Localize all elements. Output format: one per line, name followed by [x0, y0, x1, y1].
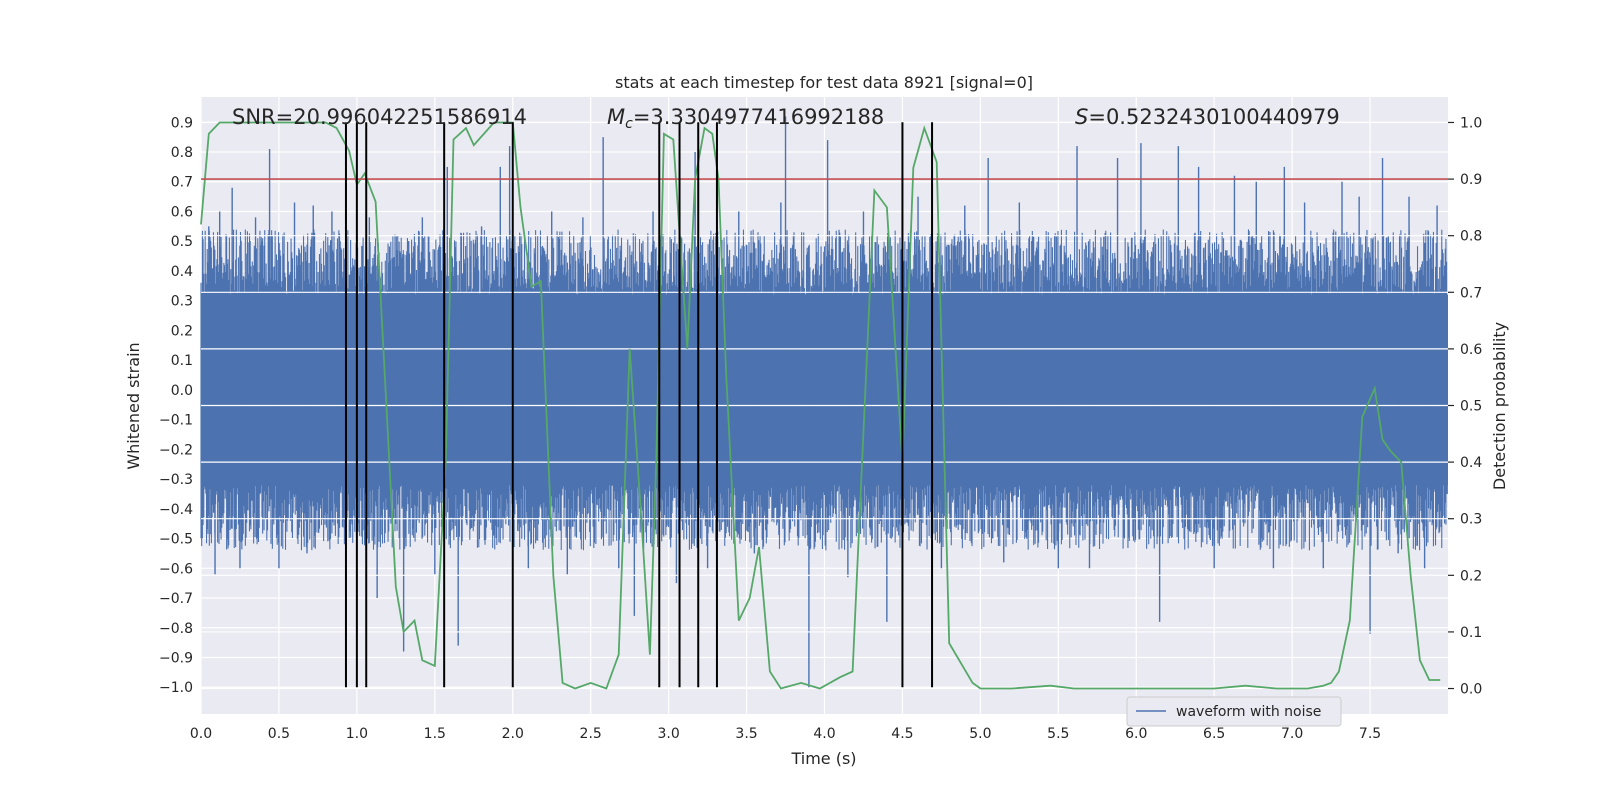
y-tick-label: −0.4 [159, 502, 193, 518]
x-tick-label: 7.0 [1281, 726, 1303, 742]
y-tick-label: −0.7 [159, 591, 193, 607]
x-tick-label: 2.0 [502, 726, 524, 742]
chirp-mass-symbol: M [607, 105, 625, 129]
y-tick-label: 0.1 [171, 353, 193, 369]
y-right-tick-label: 0.9 [1460, 172, 1482, 188]
y-tick-label: 0.2 [171, 323, 193, 339]
y-tick-label: 0.7 [171, 175, 193, 191]
y-axis-label: Whitened strain [124, 342, 143, 469]
waveform-core [201, 294, 1448, 486]
y-tick-label: 0.6 [171, 204, 193, 220]
x-tick-label: 4.5 [891, 726, 913, 742]
y-right-tick-label: 0.3 [1460, 512, 1482, 528]
y-tick-label: −0.1 [159, 413, 193, 429]
waveform-series [200, 116, 1448, 688]
y-right-tick-label: 0.1 [1460, 625, 1482, 641]
y-tick-label: −0.5 [159, 532, 193, 548]
chirp-mass-annotation: Mc=3.3304977416992188 [607, 105, 884, 132]
detection-lines [344, 122, 934, 688]
chirp-mass-value: =3.3304977416992188 [633, 105, 884, 129]
y-tick-label: 0.4 [171, 264, 193, 280]
y-right-axis-label: Detection probability [1490, 322, 1509, 490]
x-tick-label: 1.0 [346, 726, 368, 742]
y-tick-label: −0.9 [159, 651, 193, 667]
x-tick-label: 3.0 [657, 726, 679, 742]
x-tick-label: 3.5 [735, 726, 757, 742]
x-tick-label: 6.5 [1203, 726, 1225, 742]
chirp-mass-subscript: c [625, 116, 633, 132]
x-tick-label: 6.0 [1125, 726, 1147, 742]
y-right-tick-label: 0.6 [1460, 342, 1482, 358]
legend-box [1126, 696, 1342, 727]
y-right-tick-label: 0.7 [1460, 285, 1482, 301]
y-tick-label: −1.0 [159, 680, 193, 696]
y-tick-label: 0.3 [171, 294, 193, 310]
x-tick-label: 7.5 [1359, 726, 1381, 742]
legend-label: waveform with noise [1176, 704, 1321, 720]
legend: waveform with noise [1126, 696, 1342, 727]
y-right-tick-label: 0.4 [1460, 455, 1482, 471]
x-tick-label: 0.5 [268, 726, 290, 742]
s-value: =0.5232430100440979 [1088, 105, 1339, 129]
x-tick-label: 5.0 [969, 726, 991, 742]
y-tick-label: 0.0 [171, 383, 193, 399]
y-tick-label: −0.2 [159, 442, 193, 458]
x-tick-label: 1.5 [424, 726, 446, 742]
y-tick-label: −0.8 [159, 621, 193, 637]
snr-annotation: SNR=20.996042251586914 [232, 105, 527, 129]
y-right-tick-label: 0.0 [1460, 682, 1482, 698]
x-axis-label: Time (s) [790, 749, 856, 768]
x-tick-label: 5.5 [1047, 726, 1069, 742]
x-tick-label: 4.0 [813, 726, 835, 742]
y-tick-label: −0.3 [159, 472, 193, 488]
y-right-tick-label: 0.8 [1460, 229, 1482, 245]
y-right-axis-ticks: 0.0 0.1 0.2 0.3 0.4 0.5 0.6 0.7 0.8 0.9 1.0 [1448, 115, 1482, 698]
y-right-tick-label: 1.0 [1460, 115, 1482, 131]
white-band-lines [201, 121, 1448, 690]
chart-title: stats at each timestep for test data 892… [615, 73, 1033, 92]
s-symbol: S [1075, 105, 1088, 129]
y-tick-label: 0.5 [171, 234, 193, 250]
y-tick-label: −0.6 [159, 561, 193, 577]
y-tick-label: 0.8 [171, 145, 193, 161]
y-axis-ticks: −1.0 −0.9 −0.8 −0.7 −0.6 −0.5 −0.4 −0.3 −0.2 −0.1… [159, 115, 193, 696]
y-right-tick-label: 0.2 [1460, 568, 1482, 584]
x-tick-label: 0.0 [190, 726, 212, 742]
y-right-tick-label: 0.5 [1460, 399, 1482, 415]
x-axis-ticks: 0.0 0.5 1.0 1.5 2.0 2.5 3.0 3.5 4.0 4.5 5.0 5.5 6.0 6… [190, 726, 1381, 742]
s-annotation: S=0.5232430100440979 [1075, 105, 1340, 129]
y-tick-label: 0.9 [171, 115, 193, 131]
x-tick-label: 2.5 [580, 726, 602, 742]
